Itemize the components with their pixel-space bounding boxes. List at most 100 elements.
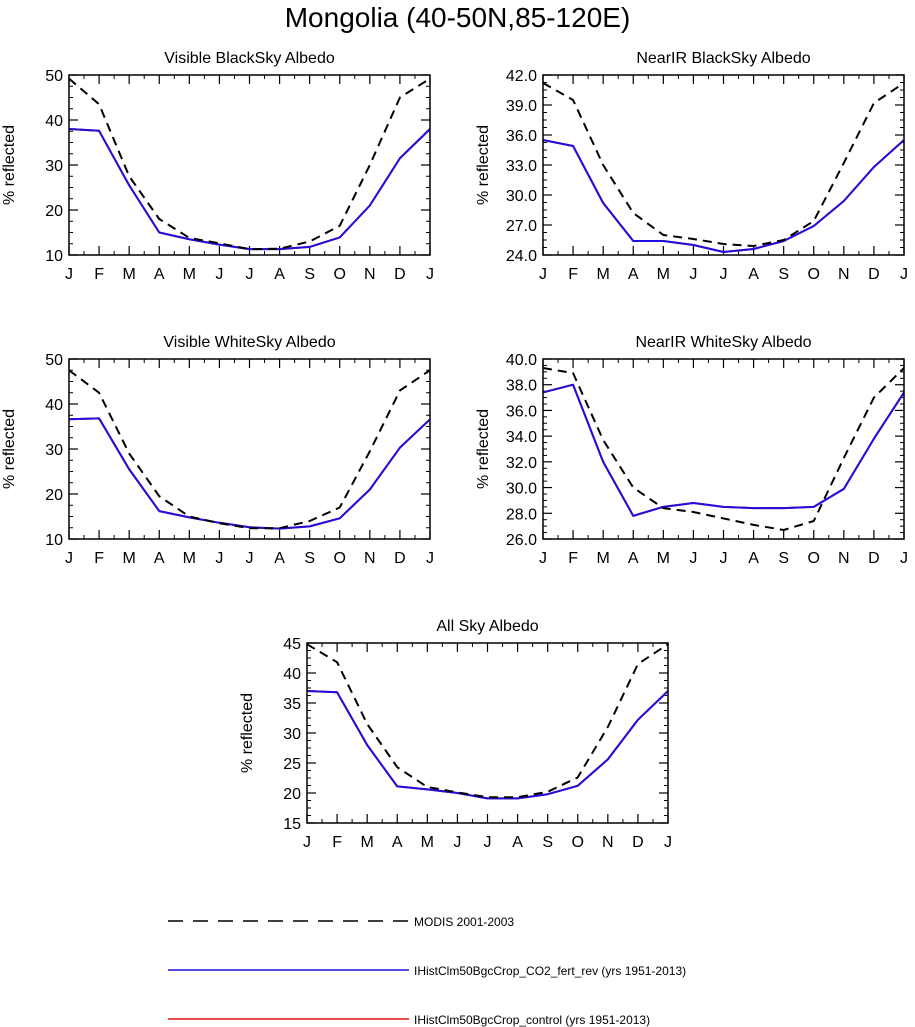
x-tick-label: S: [778, 266, 789, 283]
x-tick-label: O: [334, 550, 346, 567]
x-tick-label: M: [421, 834, 434, 851]
series-line-co2-fert-rev: [68, 128, 431, 251]
plot-frame: [68, 74, 431, 256]
x-tick-label: M: [183, 550, 196, 567]
x-tick-label: J: [65, 266, 73, 283]
x-tick-label: J: [426, 550, 434, 567]
x-tick-label: J: [484, 834, 492, 851]
x-tick-label: J: [664, 834, 672, 851]
series-line-co2-fert-rev: [306, 690, 669, 800]
y-tick-label: 30.0: [506, 188, 537, 205]
y-axis-label: % reflected: [475, 125, 492, 205]
x-tick-label: J: [65, 550, 73, 567]
y-tick-label: 50: [45, 352, 63, 369]
y-tick-label: 30: [45, 158, 63, 175]
x-tick-label: J: [303, 834, 311, 851]
y-tick-label: 36.0: [506, 403, 537, 420]
x-tick-label: S: [304, 266, 315, 283]
x-tick-label: D: [868, 550, 880, 567]
x-tick-label: S: [542, 834, 553, 851]
x-tick-label: J: [215, 550, 223, 567]
series-line-modis: [68, 369, 431, 530]
x-tick-label: N: [838, 266, 850, 283]
x-tick-label: F: [568, 266, 578, 283]
y-tick-label: 20: [283, 786, 301, 803]
x-tick-label: M: [657, 266, 670, 283]
legend-label-1: MODIS 2001-2003: [414, 915, 514, 929]
chart-panel-3: Visible WhiteSky Albedo % reflected J F M A M J…: [1, 334, 434, 567]
panel-title: Visible WhiteSky Albedo: [163, 334, 335, 351]
x-tick-label: N: [364, 266, 376, 283]
y-tick-label: 10: [45, 532, 63, 549]
y-tick-label: 40.0: [506, 352, 537, 369]
x-tick-label: J: [689, 550, 697, 567]
x-tick-label: M: [361, 834, 374, 851]
panel-title: NearIR BlackSky Albedo: [636, 50, 810, 67]
x-tick-label: M: [657, 550, 670, 567]
x-tick-label: J: [720, 266, 728, 283]
legend-label-3: IHistClm50BgcCrop_control (yrs 1951-2013…: [414, 1013, 650, 1027]
series-line-co2-fert-rev: [68, 417, 431, 530]
x-tick-label: A: [154, 550, 165, 567]
series-line-co2-fert-rev: [542, 139, 905, 253]
series-line-modis: [542, 82, 905, 247]
chart-panel-4: NearIR WhiteSky Albedo % reflected J F M A M J J…: [475, 334, 908, 567]
x-tick-label: D: [394, 266, 406, 283]
legend-label-2: IHistClm50BgcCrop_CO2_fert_rev (yrs 1951…: [414, 964, 686, 978]
y-tick-label: 33.0: [506, 158, 537, 175]
y-tick-label: 40: [45, 397, 63, 414]
x-tick-label: O: [808, 266, 820, 283]
y-tick-label: 40: [283, 666, 301, 683]
x-tick-label: F: [94, 550, 104, 567]
series-line-control: [542, 139, 905, 253]
y-tick-label: 30: [45, 442, 63, 459]
x-tick-label: M: [597, 266, 610, 283]
x-tick-label: D: [632, 834, 644, 851]
series-line-modis: [306, 643, 669, 799]
x-tick-label: J: [426, 266, 434, 283]
plot-frame: [306, 642, 669, 824]
x-tick-label: J: [246, 550, 254, 567]
plot-frame: [68, 358, 431, 540]
x-tick-label: A: [154, 266, 165, 283]
x-tick-label: N: [602, 834, 614, 851]
x-tick-label: J: [539, 266, 547, 283]
x-tick-label: J: [453, 834, 461, 851]
y-axis-label: % reflected: [475, 409, 492, 489]
series-line-control: [306, 690, 669, 800]
y-axis-label: % reflected: [239, 693, 256, 773]
y-tick-label: 40: [45, 113, 63, 130]
y-axis-label: % reflected: [1, 125, 18, 205]
y-tick-label: 30.0: [506, 481, 537, 498]
x-tick-label: M: [183, 266, 196, 283]
y-tick-label: 35: [283, 696, 301, 713]
y-tick-label: 25: [283, 756, 301, 773]
x-tick-label: J: [900, 266, 908, 283]
x-tick-label: J: [900, 550, 908, 567]
x-tick-label: O: [572, 834, 584, 851]
x-tick-label: J: [246, 266, 254, 283]
figure-title: Mongolia (40-50N,85-120E): [284, 2, 631, 33]
plot-frame: [542, 74, 905, 256]
series-line-modis: [542, 367, 905, 531]
x-tick-label: A: [748, 266, 759, 283]
y-tick-label: 50: [45, 68, 63, 85]
y-tick-label: 20: [45, 487, 63, 504]
y-tick-label: 32.0: [506, 455, 537, 472]
y-tick-label: 26.0: [506, 532, 537, 549]
y-tick-label: 39.0: [506, 98, 537, 115]
plot-frame: [542, 358, 905, 540]
x-tick-label: A: [512, 834, 523, 851]
x-tick-label: M: [123, 550, 136, 567]
y-tick-label: 20: [45, 203, 63, 220]
series-line-control: [542, 383, 905, 517]
x-tick-label: J: [539, 550, 547, 567]
y-tick-label: 42.0: [506, 68, 537, 85]
y-tick-label: 34.0: [506, 429, 537, 446]
x-tick-label: O: [808, 550, 820, 567]
x-tick-label: D: [868, 266, 880, 283]
x-tick-label: S: [304, 550, 315, 567]
x-tick-label: M: [123, 266, 136, 283]
x-tick-label: S: [778, 550, 789, 567]
